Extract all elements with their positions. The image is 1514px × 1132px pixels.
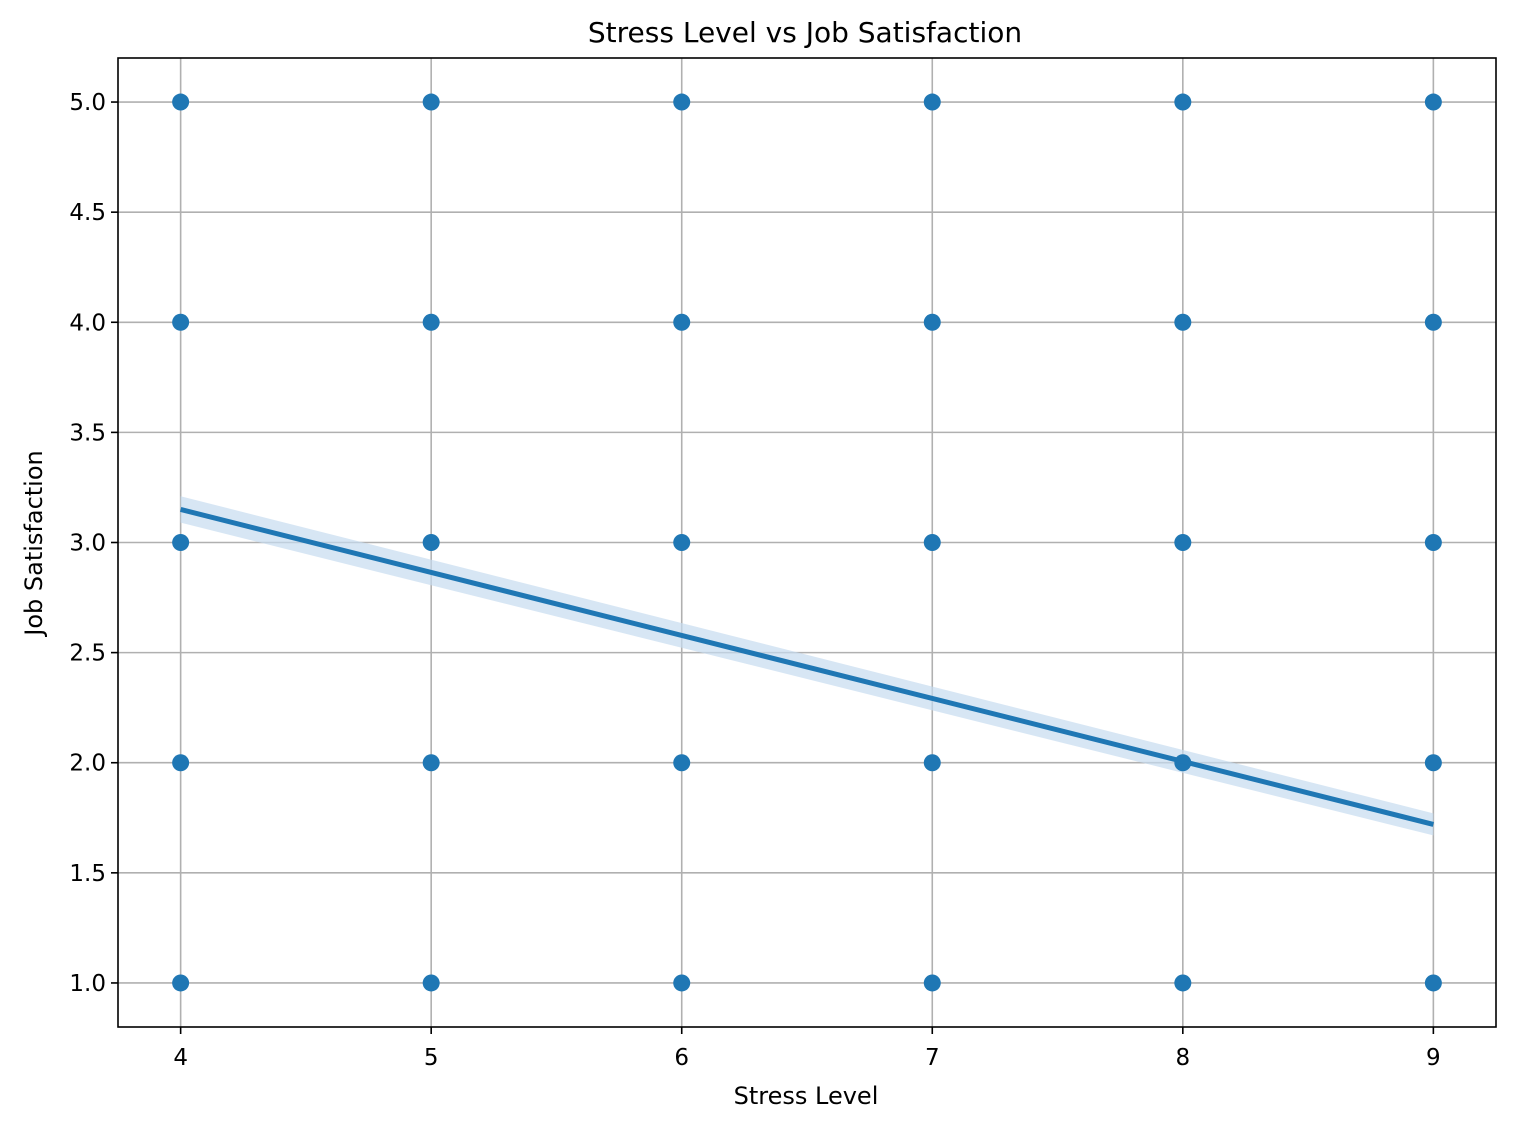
data-point <box>1174 93 1192 111</box>
y-tick-label: 3.0 <box>69 531 106 557</box>
data-point <box>1424 313 1442 331</box>
data-point <box>422 754 440 772</box>
data-point <box>172 974 190 992</box>
regression-line <box>180 507 1434 827</box>
data-point <box>1174 534 1192 551</box>
points-layer <box>172 93 1442 992</box>
x-tick-label: 4 <box>173 1045 188 1071</box>
data-point <box>1174 313 1192 331</box>
x-tick-label: 7 <box>925 1045 940 1071</box>
data-point <box>673 93 691 111</box>
y-tick-label: 4.5 <box>69 200 106 226</box>
data-point <box>422 974 440 992</box>
x-tick-label: 6 <box>674 1045 689 1071</box>
y-tick-label: 1.5 <box>69 861 106 887</box>
ticks-layer: 4 5 6 7 8 9 1.0 1.5 2.0 2.5 3.0 3.5 4.0 4.5 5.0 <box>69 90 1440 1071</box>
x-axis-label: Stress Level <box>734 1082 879 1110</box>
y-tick-label: 3.5 <box>69 420 106 446</box>
regression-line-layer <box>180 507 1434 827</box>
y-tick-label: 2.0 <box>69 751 106 777</box>
data-point <box>172 313 190 331</box>
data-point <box>422 313 440 331</box>
data-point <box>422 534 440 551</box>
data-point <box>1424 754 1442 772</box>
data-point <box>673 534 691 551</box>
data-point <box>1174 974 1192 992</box>
data-point <box>923 974 941 992</box>
data-point <box>422 93 440 111</box>
data-point <box>1424 974 1442 992</box>
data-point <box>1424 534 1442 551</box>
data-point <box>172 534 190 551</box>
y-tick-label: 2.5 <box>69 641 106 667</box>
data-point <box>923 754 941 772</box>
data-point <box>923 534 941 551</box>
data-point <box>673 313 691 331</box>
y-tick-label: 1.0 <box>69 971 106 997</box>
data-point <box>673 974 691 992</box>
chart-title: Stress Level vs Job Satisfaction <box>588 16 1022 49</box>
y-tick-label: 4.0 <box>69 310 106 336</box>
x-tick-label: 9 <box>1426 1045 1441 1071</box>
data-point <box>172 754 190 772</box>
y-tick-label: 5.0 <box>69 90 106 116</box>
data-point <box>172 93 190 111</box>
data-point <box>923 93 941 111</box>
data-point <box>923 313 941 331</box>
x-tick-label: 8 <box>1175 1045 1190 1071</box>
y-axis-label: Job Satisfaction <box>20 450 48 637</box>
data-point <box>1424 93 1442 111</box>
x-tick-label: 5 <box>424 1045 439 1071</box>
data-point <box>673 754 691 772</box>
